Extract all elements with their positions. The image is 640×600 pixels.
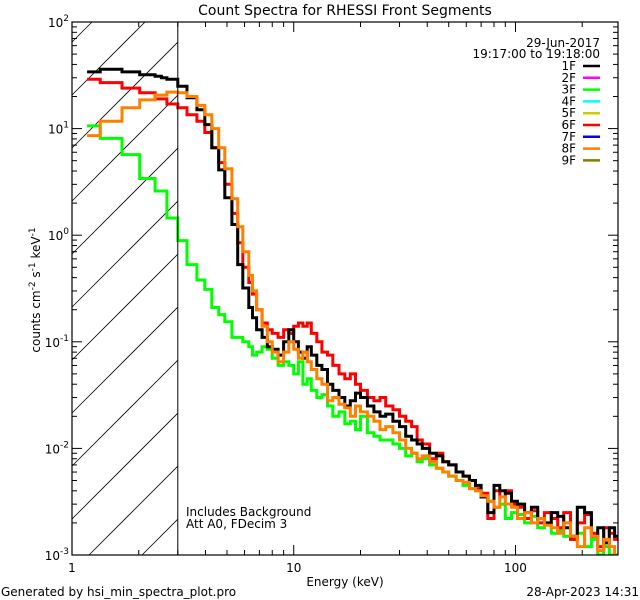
legend-label-5F: 5F — [561, 106, 576, 120]
hatch-line — [71, 41, 179, 149]
hatch-line — [71, 200, 179, 308]
hatch-line — [141, 518, 179, 556]
hatch-line — [71, 21, 146, 96]
footer-generated-by: Generated by hsi_min_spectra_plot.pro — [1, 585, 236, 599]
hatch-line — [71, 359, 179, 467]
chart-title: Count Spectra for RHESSI Front Segments — [198, 3, 492, 19]
plot-frame — [71, 21, 619, 556]
hatch-line — [71, 94, 179, 202]
legend-label-2F: 2F — [561, 71, 576, 85]
annotation-background: Includes Background — [186, 505, 311, 519]
x-axis-label: Energy (keV) — [306, 575, 383, 589]
legend-label-3F: 3F — [561, 83, 576, 97]
legend-label-8F: 8F — [561, 142, 576, 156]
y-tick-label: 10-3 — [45, 547, 69, 563]
series-8F — [87, 90, 618, 555]
hatch-line — [71, 147, 179, 255]
hatch-line — [71, 306, 179, 414]
legend-label-4F: 4F — [561, 94, 576, 108]
hatched-region — [71, 21, 179, 556]
hatch-line — [88, 465, 179, 556]
y-tick-label: 102 — [48, 14, 69, 30]
hatch-line — [71, 253, 179, 361]
hatch-line — [71, 412, 179, 520]
time-range-label: 19:17:00 to 19:18:00 — [473, 47, 600, 61]
date-label: 29-Jun-2017 — [526, 36, 600, 50]
legend-label-6F: 6F — [561, 118, 576, 132]
y-axis-label: counts cm-2 s-1 keV-1 — [28, 227, 43, 352]
y-tick-label: 100 — [48, 227, 69, 243]
y-tick-label: 10-2 — [45, 440, 69, 456]
series-6F — [87, 77, 618, 549]
annotation-attenuator: Att A0, FDecim 3 — [186, 517, 287, 531]
x-tick-label: 10 — [286, 561, 301, 575]
series-1F — [87, 67, 618, 545]
series-3F — [87, 124, 617, 555]
x-tick-label: 1 — [68, 561, 76, 575]
legend-label-1F: 1F — [561, 59, 576, 73]
footer-timestamp: 28-Apr-2023 14:31 — [526, 585, 639, 599]
legend-label-7F: 7F — [561, 130, 576, 144]
legend-label-9F: 9F — [561, 153, 576, 167]
y-tick-label: 101 — [48, 121, 69, 137]
x-tick-label: 100 — [504, 561, 527, 575]
y-tick-label: 10-1 — [45, 334, 69, 350]
